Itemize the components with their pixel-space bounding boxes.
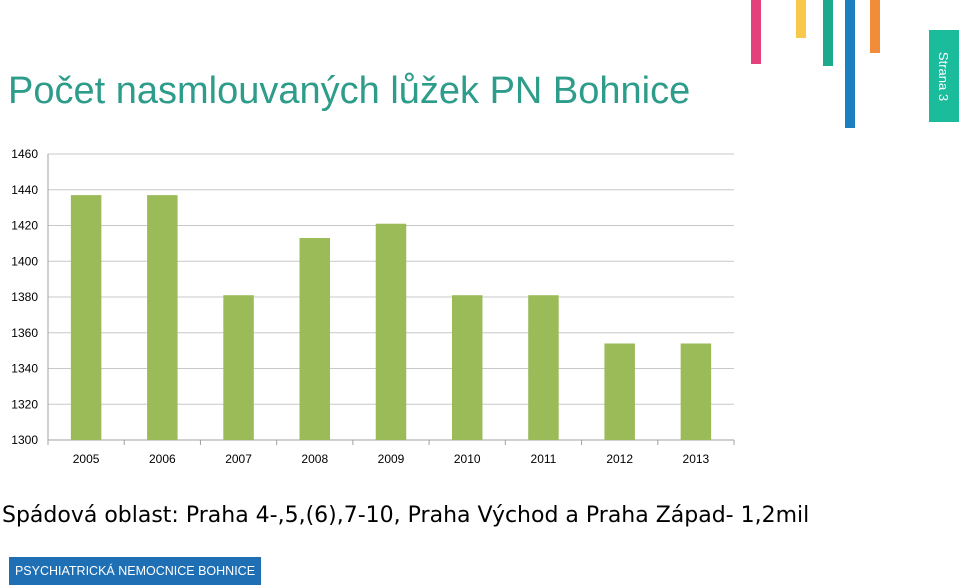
footer-bar: PSYCHIATRICKÁ NEMOCNICE BOHNICE [9, 557, 261, 585]
bar-2006 [147, 195, 178, 440]
x-tick-label-2012: 2012 [606, 452, 633, 466]
bar-2008 [299, 238, 331, 440]
strip-green [823, 0, 833, 66]
x-tick-label-2013: 2013 [683, 452, 710, 466]
strip-orange [870, 0, 880, 53]
bar-2011 [528, 295, 559, 440]
y-tick-label: 1300 [11, 433, 38, 447]
y-tick-label: 1440 [11, 183, 38, 197]
bar-chart: 1300 1320 1340 1360 1380 1400 1420 1440 1460 2005… [11, 147, 735, 466]
bar-2009 [375, 223, 407, 440]
x-tick-label-2010: 2010 [454, 452, 481, 466]
y-tick-label: 1400 [11, 254, 38, 268]
x-tick-label-2007: 2007 [225, 452, 252, 466]
y-tick-label: 1340 [11, 362, 38, 376]
x-tick-label-2011: 2011 [531, 452, 557, 466]
x-tick-label-2005: 2005 [73, 452, 100, 466]
x-tick-label-2008: 2008 [301, 452, 328, 466]
strip-pink [751, 0, 761, 64]
y-tick-label: 1380 [11, 290, 38, 304]
catchment-caption: Spádová oblast: Praha 4-,5,(6),7-10, Pra… [2, 503, 810, 528]
x-tick-label-2009: 2009 [378, 452, 405, 466]
y-tick-label: 1420 [11, 219, 38, 233]
bar-2013 [680, 343, 712, 440]
x-tick-label-2006: 2006 [149, 452, 176, 466]
bar-2012 [604, 343, 635, 440]
footer-label: PSYCHIATRICKÁ NEMOCNICE BOHNICE [14, 564, 256, 578]
y-tick-label: 1460 [11, 147, 38, 161]
page-number-tab: Strana 3 [929, 30, 959, 122]
bar-2005 [70, 195, 102, 440]
page-number-label: Strana 3 [936, 51, 952, 101]
y-tick-label: 1360 [11, 326, 38, 340]
page-title: Počet nasmlouvaných lůžek PN Bohnice [8, 70, 691, 112]
bar-2007 [223, 295, 254, 440]
strip-blue [845, 0, 855, 128]
y-tick-label: 1320 [11, 397, 38, 411]
bar-2010 [451, 295, 483, 440]
strip-yellow [796, 0, 806, 38]
